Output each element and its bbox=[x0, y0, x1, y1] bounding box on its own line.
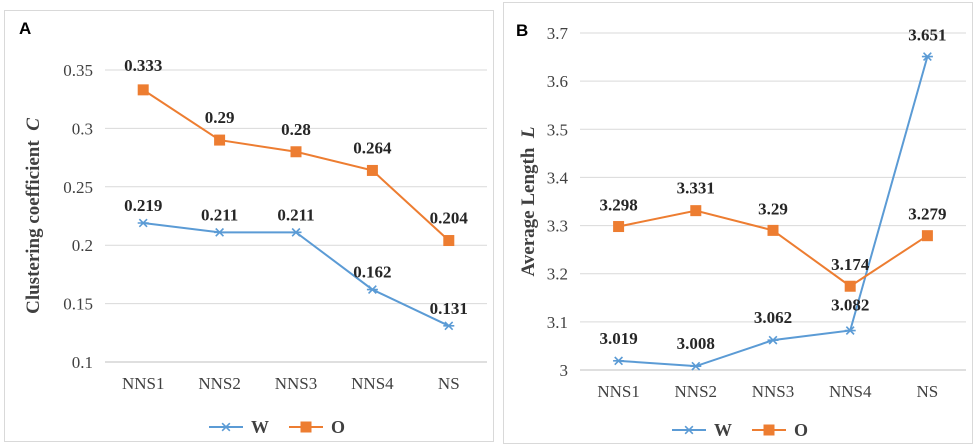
y-tick-label: 0.1 bbox=[72, 353, 93, 372]
x-tick-label: NS bbox=[438, 374, 460, 393]
legend-label-O: O bbox=[794, 420, 808, 440]
data-point-W bbox=[443, 321, 455, 331]
y-tick-label: 0.3 bbox=[72, 119, 93, 138]
x-tick-label: NNS1 bbox=[122, 374, 165, 393]
data-point-W bbox=[366, 285, 378, 294]
data-point-W bbox=[844, 326, 856, 335]
x-tick-label: NS bbox=[917, 382, 939, 401]
y-axis-title-text: Clustering coefficient bbox=[23, 131, 44, 314]
data-point-O bbox=[290, 146, 302, 158]
data-point-O bbox=[767, 224, 779, 236]
data-label-O: 3.29 bbox=[758, 199, 788, 218]
data-label-O: 0.29 bbox=[205, 108, 235, 127]
series-O bbox=[137, 84, 455, 247]
data-label-O: 3.174 bbox=[831, 255, 870, 274]
legend-marker-O bbox=[763, 424, 775, 436]
data-point-W bbox=[137, 218, 149, 228]
data-point-O bbox=[137, 84, 149, 96]
y-tick-label: 3.1 bbox=[547, 313, 568, 332]
data-label-W: 3.019 bbox=[599, 329, 637, 348]
data-label-W: 3.651 bbox=[908, 26, 946, 45]
x-tick-label: NNS2 bbox=[198, 374, 241, 393]
series-O bbox=[613, 205, 933, 292]
y-axis-title: Clustering coefficient C bbox=[23, 118, 44, 314]
panel-label-b: B bbox=[516, 21, 529, 40]
y-tick-label: 3.7 bbox=[547, 24, 569, 43]
data-label-W: 0.162 bbox=[353, 263, 391, 282]
series-line-W bbox=[143, 222, 450, 327]
y-axis-title-text: Average Length bbox=[518, 138, 539, 276]
data-point-O bbox=[443, 235, 455, 247]
data-point-W bbox=[921, 52, 933, 62]
data-label-O: 3.279 bbox=[908, 205, 946, 224]
data-point-O bbox=[366, 164, 378, 176]
x-tick-label: NNS3 bbox=[275, 374, 318, 393]
legend-marker-O bbox=[300, 421, 312, 433]
data-label-W: 3.082 bbox=[831, 296, 869, 315]
y-tick-label: 0.35 bbox=[63, 61, 93, 80]
y-tick-label: 3.4 bbox=[547, 168, 569, 187]
legend-label-W: W bbox=[714, 420, 732, 440]
legend-marker-W bbox=[220, 422, 232, 432]
y-tick-label: 0.25 bbox=[63, 178, 93, 197]
data-label-O: 0.333 bbox=[124, 56, 162, 75]
data-label-W: 0.219 bbox=[124, 196, 162, 215]
y-tick-label: 3.5 bbox=[547, 120, 568, 139]
chart-a-svg: 0.1 0.15 0.2 0.25 0.3 0.35 NNS1 NNS2 NNS3 NNS4 NS C… bbox=[23, 56, 487, 437]
series-W bbox=[137, 218, 455, 331]
y-axis-title-symbol: C bbox=[23, 118, 44, 131]
data-point-W bbox=[690, 361, 702, 371]
data-label-O: 3.298 bbox=[599, 196, 637, 215]
legend-label-O: O bbox=[331, 417, 345, 437]
data-point-W bbox=[290, 227, 302, 237]
data-point-W bbox=[613, 356, 625, 366]
x-tick-label: NNS3 bbox=[752, 382, 795, 401]
y-tick-label: 3 bbox=[560, 361, 569, 380]
y-tick-label: 3.2 bbox=[547, 265, 568, 284]
chart-b-svg: 3 3.1 3.2 3.3 3.4 3.5 3.6 3.7 NNS1 NNS2 NNS3 NNS4 NS… bbox=[518, 24, 966, 440]
legend-marker-W bbox=[683, 425, 695, 435]
data-point-O bbox=[844, 280, 856, 292]
data-label-W: 3.062 bbox=[754, 308, 792, 327]
data-label-W: 3.008 bbox=[677, 334, 715, 353]
panel-label-a: A bbox=[19, 19, 32, 38]
data-label-W: 0.211 bbox=[277, 205, 314, 224]
y-tick-label: 3.3 bbox=[547, 217, 568, 236]
data-label-O: 3.331 bbox=[677, 179, 715, 198]
data-label-O: 0.204 bbox=[430, 209, 469, 228]
y-axis-title-symbol: L bbox=[518, 126, 539, 139]
chart-panel-b: B 3 3.1 3.2 3.3 3.4 3.5 3.6 3.7 NNS1 NNS2 NNS3 NNS4… bbox=[503, 2, 973, 444]
data-point-O bbox=[690, 205, 702, 217]
x-tick-label: NNS4 bbox=[351, 374, 394, 393]
y-tick-label: 0.2 bbox=[72, 236, 93, 255]
data-label-O: 0.28 bbox=[281, 120, 311, 139]
data-point-O bbox=[921, 230, 933, 242]
data-point-W bbox=[214, 227, 226, 237]
x-tick-label: NNS2 bbox=[675, 382, 718, 401]
data-label-O: 0.264 bbox=[353, 138, 392, 157]
data-label-W: 0.211 bbox=[201, 205, 238, 224]
legend-label-W: W bbox=[251, 417, 269, 437]
x-tick-label: NNS1 bbox=[597, 382, 640, 401]
y-axis-title: Average Length L bbox=[518, 126, 539, 276]
y-tick-label: 3.6 bbox=[547, 72, 568, 91]
series-W bbox=[613, 52, 933, 371]
chart-panel-a: A 0.1 0.15 0.2 0.25 0.3 0.35 NNS1 NNS2 NNS3 NNS4 N… bbox=[4, 10, 494, 442]
data-point-W bbox=[767, 335, 779, 345]
data-label-W: 0.131 bbox=[430, 299, 468, 318]
data-point-O bbox=[214, 134, 226, 146]
data-point-O bbox=[613, 221, 625, 233]
y-tick-label: 0.15 bbox=[63, 295, 93, 314]
x-tick-label: NNS4 bbox=[829, 382, 872, 401]
